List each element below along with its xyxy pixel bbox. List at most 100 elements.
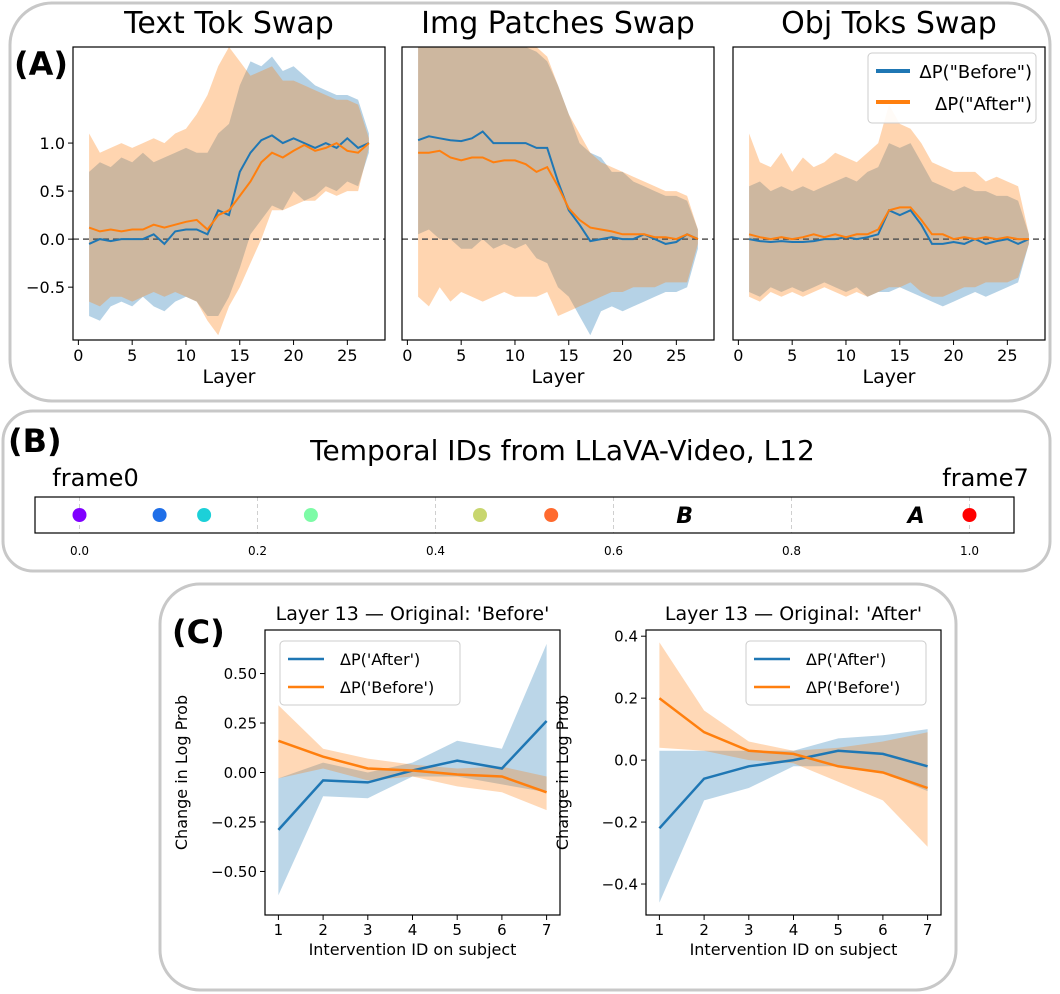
x-tick-label: 5: [787, 346, 797, 365]
legend-a-label-before: ΔP("Before"): [919, 62, 1032, 83]
x-tick-label: 10: [176, 346, 196, 365]
x-tick-label: 2: [318, 921, 328, 939]
chart-text-tok-swap: 0 5 10 15 20 25 −0.5 0.0 0.5 1.0 Text Tok Swap Laye…: [26, 6, 386, 388]
x-axis-label: Layer: [863, 366, 916, 388]
chart-title: Layer 13 — Original: 'Before': [276, 603, 550, 625]
temporal-id-point: [544, 508, 559, 522]
legend-c-left-label-before: ΔP('Before'): [340, 678, 434, 697]
confidence-band-0: [418, 47, 698, 336]
chart-title: Layer 13 — Original: 'After': [665, 603, 922, 625]
y-tick-label: −0.2: [602, 813, 638, 831]
strip-frame: [34, 496, 1015, 534]
panel-label-a: (A): [14, 45, 68, 83]
x-tick-label: 3: [363, 921, 373, 939]
x-tick-label: 7: [923, 921, 933, 939]
confidence-band-1: [749, 104, 1029, 302]
x-axis-label: Intervention ID on subject: [309, 940, 517, 959]
x-tick-label: 25: [997, 346, 1017, 365]
x-tick-label: 1: [655, 921, 665, 939]
y-tick-label: 0.00: [224, 764, 257, 782]
y-tick-label: −0.50: [211, 863, 257, 881]
chart-img-patches-swap: 0 5 10 15 20 25 Img Patches Swap Layer: [401, 6, 715, 388]
chart-layer13-after: 1 2 3 4 5 6 7 −0.4 −0.2 0.0 0.2 0.4 Layer 13 — Origi…: [553, 603, 942, 959]
x-tick-label: 6: [878, 921, 888, 939]
legend-c-right-label-after: ΔP('After'): [806, 650, 886, 669]
x-tick-label: 7: [542, 921, 552, 939]
letter-mark: B: [676, 504, 693, 529]
plot-area: [658, 642, 929, 903]
chart-title: Text Tok Swap: [123, 6, 334, 41]
series-line-1: [88, 141, 370, 233]
plot-area: [733, 104, 1045, 307]
x-tick-label: 0.2: [248, 544, 267, 558]
temporal-id-point: [962, 508, 977, 522]
series-line-1: [748, 206, 1029, 241]
x-tick-label: 0.4: [426, 544, 445, 558]
x-tick-label: 15: [559, 346, 579, 365]
x-tick-label: 15: [890, 346, 910, 365]
x-tick-label: 4: [408, 921, 418, 939]
plot-area: [402, 47, 714, 336]
x-tick-label: 5: [452, 921, 462, 939]
x-tick-label: 2: [699, 921, 709, 939]
confidence-band-0: [89, 56, 369, 321]
legend-a: ΔP("Before") ΔP("After"): [867, 52, 1037, 124]
x-tick-label: 3: [744, 921, 754, 939]
y-tick-label: −0.4: [602, 875, 638, 893]
series-line-0: [88, 134, 370, 246]
series-line-1: [658, 697, 929, 790]
temporal-id-point: [473, 508, 487, 522]
y-tick-label: 0.0: [40, 230, 65, 249]
x-tick-label: 0.0: [70, 544, 89, 558]
x-axis-label: Layer: [203, 366, 256, 388]
y-tick-label: 0.0: [614, 752, 638, 770]
y-tick-label: 0.4: [614, 628, 638, 646]
chart-obj-toks-swap: 0 5 10 15 20 25 Obj Toks Swap Layer: [732, 6, 1046, 388]
panel-label-b: (B): [8, 422, 62, 460]
series-line-1: [277, 739, 548, 794]
x-tick-label: 20: [612, 346, 632, 365]
series-line-1: [418, 149, 699, 241]
y-tick-label: 0.5: [40, 182, 65, 201]
y-tick-label: 0.25: [224, 714, 257, 732]
letter-mark: A: [906, 504, 925, 529]
x-tick-label: 0: [73, 346, 83, 365]
y-tick-label: −0.5: [26, 278, 65, 297]
x-tick-label: 25: [666, 346, 686, 365]
temporal-id-point: [72, 508, 87, 522]
temporal-id-point: [303, 508, 318, 522]
plot-frame: [401, 46, 715, 341]
temporal-id-point: [152, 508, 167, 522]
x-tick-label: 4: [789, 921, 799, 939]
x-tick-label: 6: [497, 921, 507, 939]
y-tick-label: 0.2: [614, 690, 638, 708]
panel-b-frame: [1, 409, 1052, 573]
y-axis-label: Change in Log Prob: [172, 695, 191, 850]
plot-area: [277, 643, 548, 896]
x-tick-label: 25: [337, 346, 357, 365]
legend-c-left: ΔP('After') ΔP('Before'): [279, 640, 461, 706]
panel-a-frame: [8, 1, 1052, 403]
panel-c-frame: [158, 582, 958, 992]
chart-layer13-before: 1 2 3 4 5 6 7 −0.50 −0.25 0.00 0.25 0.50 Layer 13 — …: [172, 603, 561, 959]
series-line-0: [658, 749, 928, 830]
x-tick-label: 5: [456, 346, 466, 365]
confidence-band-1: [659, 642, 928, 847]
y-tick-label: −0.25: [211, 813, 257, 831]
x-tick-label: 10: [836, 346, 856, 365]
legend-a-label-after: ΔP("After"): [935, 94, 1032, 115]
legend-c-right: ΔP('After') ΔP('Before'): [745, 640, 927, 706]
chart-title: Img Patches Swap: [421, 6, 695, 41]
x-tick-label: 0: [733, 346, 743, 365]
plot-frame: [732, 46, 1046, 341]
confidence-band-1: [278, 705, 547, 811]
confidence-band-1: [89, 47, 369, 336]
chart-title: Temporal IDs from LLaVA-Video, L12: [309, 434, 815, 467]
y-axis-label: Change in Log Prob: [553, 695, 572, 850]
x-tick-label: 1.0: [960, 544, 979, 558]
temporal-id-point: [197, 508, 212, 522]
x-tick-label: 10: [505, 346, 525, 365]
x-axis-label: Intervention ID on subject: [690, 940, 898, 959]
